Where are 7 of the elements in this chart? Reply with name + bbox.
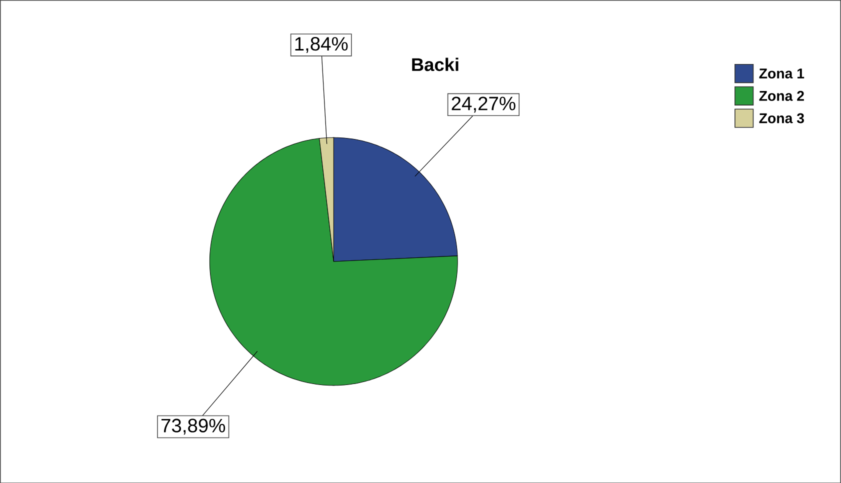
legend-label: Zona 2 bbox=[759, 90, 804, 101]
legend-label: Zona 1 bbox=[759, 68, 804, 78]
text: Backi bbox=[412, 58, 458, 71]
data-label: 1,84% bbox=[295, 36, 348, 53]
data-label: 24,27% bbox=[452, 96, 516, 112]
legend-label: Zona 3 bbox=[759, 113, 804, 124]
data-label: 73,89% bbox=[162, 418, 226, 434]
